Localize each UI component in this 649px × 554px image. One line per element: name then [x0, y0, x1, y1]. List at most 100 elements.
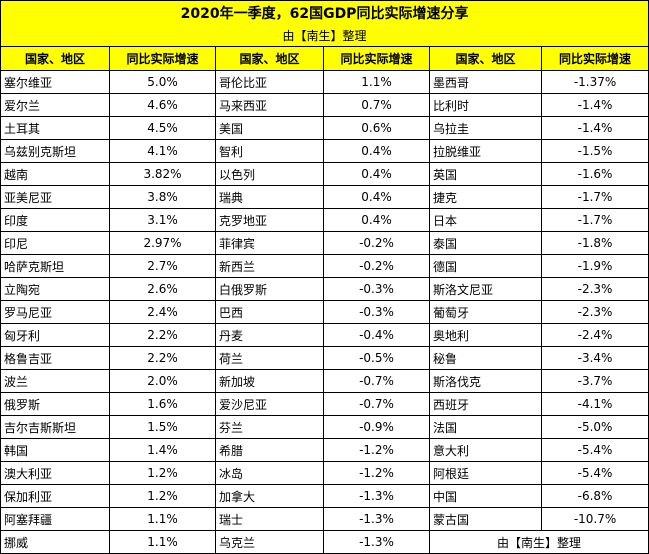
country-cell: 乌兹别克斯坦 [0, 139, 110, 163]
growth-cell: 3.8% [109, 185, 216, 209]
growth-cell: -0.3% [323, 300, 430, 324]
header-growth-1: 同比实际增速 [109, 46, 216, 71]
growth-cell: -1.4% [540, 93, 649, 117]
growth-cell: -0.7% [323, 369, 430, 393]
country-cell: 斯洛文尼亚 [429, 277, 542, 301]
table-row: 波兰 2.0% 新加坡 -0.7% 斯洛伐克 -3.7% [0, 369, 649, 393]
table-row: 哈萨克斯坦 2.7% 新西兰 -0.2% 德国 -1.9% [0, 254, 649, 278]
country-cell: 乌拉圭 [429, 116, 542, 140]
growth-cell: 0.4% [323, 162, 430, 186]
growth-cell: 0.4% [323, 185, 430, 209]
country-cell: 瑞典 [215, 185, 324, 209]
table-row: 立陶宛 2.6% 白俄罗斯 -0.3% 斯洛文尼亚 -2.3% [0, 277, 649, 301]
country-cell: 匈牙利 [0, 323, 110, 347]
table-row: 澳大利亚 1.2% 冰岛 -1.2% 阿根廷 -5.4% [0, 461, 649, 485]
country-cell: 荷兰 [215, 346, 324, 370]
country-cell: 秘鲁 [429, 346, 542, 370]
country-cell: 日本 [429, 208, 542, 232]
growth-cell: -0.4% [323, 323, 430, 347]
growth-cell: -10.7% [540, 507, 649, 531]
country-cell: 蒙古国 [429, 507, 542, 531]
growth-cell: -3.7% [540, 369, 649, 393]
growth-cell: -5.4% [540, 461, 649, 485]
growth-cell: -1.3% [323, 484, 430, 508]
footer-note: 由【南生】整理 [428, 530, 649, 554]
country-cell: 保加利亚 [0, 484, 110, 508]
country-cell: 中国 [429, 484, 542, 508]
country-cell: 比利时 [429, 93, 542, 117]
table-row: 匈牙利 2.2% 丹麦 -0.4% 奥地利 -2.4% [0, 323, 649, 347]
growth-cell: 4.1% [109, 139, 216, 163]
growth-cell: 0.6% [323, 116, 430, 140]
growth-cell: -4.1% [540, 392, 649, 416]
growth-cell: -6.8% [540, 484, 649, 508]
growth-cell: -1.7% [540, 185, 649, 209]
title-row: 2020年一季度，62国GDP同比实际增速分享 [0, 0, 649, 25]
country-cell: 希腊 [215, 438, 324, 462]
country-cell: 乌克兰 [215, 530, 324, 554]
table-row: 印尼 2.97% 菲律宾 -0.2% 泰国 -1.8% [0, 231, 649, 255]
growth-cell: 2.6% [109, 277, 216, 301]
growth-cell: -1.2% [323, 438, 430, 462]
country-cell: 罗马尼亚 [0, 300, 110, 324]
header-growth-2: 同比实际增速 [323, 46, 430, 71]
table-row: 罗马尼亚 2.4% 巴西 -0.3% 葡萄牙 -2.3% [0, 300, 649, 324]
growth-cell: 2.7% [109, 254, 216, 278]
growth-cell: -1.8% [540, 231, 649, 255]
growth-cell: -1.37% [540, 70, 649, 94]
table-row: 越南 3.82% 以色列 0.4% 英国 -1.6% [0, 162, 649, 186]
growth-cell: 1.2% [109, 484, 216, 508]
country-cell: 波兰 [0, 369, 110, 393]
growth-cell: -1.6% [540, 162, 649, 186]
country-cell: 新加坡 [215, 369, 324, 393]
growth-cell: 0.4% [323, 139, 430, 163]
country-cell: 法国 [429, 415, 542, 439]
table-row: 亚美尼亚 3.8% 瑞典 0.4% 捷克 -1.7% [0, 185, 649, 209]
country-cell: 爱尔兰 [0, 93, 110, 117]
table-row: 塞尔维亚 5.0% 哥伦比亚 1.1% 墨西哥 -1.37% [0, 70, 649, 94]
country-cell: 俄罗斯 [0, 392, 110, 416]
country-cell: 亚美尼亚 [0, 185, 110, 209]
table-row: 爱尔兰 4.6% 马来西亚 0.7% 比利时 -1.4% [0, 93, 649, 117]
growth-cell: -1.3% [323, 507, 430, 531]
growth-cell: -0.9% [323, 415, 430, 439]
table-subtitle: 由【南生】整理 [0, 25, 649, 47]
growth-cell: 0.4% [323, 208, 430, 232]
country-cell: 拉脱维亚 [429, 139, 542, 163]
growth-cell: -0.3% [323, 277, 430, 301]
growth-cell: -1.5% [540, 139, 649, 163]
country-cell: 菲律宾 [215, 231, 324, 255]
country-cell: 韩国 [0, 438, 110, 462]
growth-cell: 4.6% [109, 93, 216, 117]
country-cell: 挪威 [0, 530, 110, 554]
growth-cell: 1.5% [109, 415, 216, 439]
header-country-2: 国家、地区 [215, 46, 324, 71]
growth-cell: -3.4% [540, 346, 649, 370]
country-cell: 立陶宛 [0, 277, 110, 301]
growth-cell: 2.2% [109, 323, 216, 347]
table-row: 土耳其 4.5% 美国 0.6% 乌拉圭 -1.4% [0, 116, 649, 140]
table-row: 吉尔吉斯斯坦 1.5% 芬兰 -0.9% 法国 -5.0% [0, 415, 649, 439]
country-cell: 瑞士 [215, 507, 324, 531]
growth-cell: 4.5% [109, 116, 216, 140]
country-cell: 新西兰 [215, 254, 324, 278]
growth-cell: 1.1% [109, 530, 216, 554]
country-cell: 德国 [429, 254, 542, 278]
growth-cell: -1.2% [323, 461, 430, 485]
country-cell: 印度 [0, 208, 110, 232]
country-cell: 丹麦 [215, 323, 324, 347]
country-cell: 西班牙 [429, 392, 542, 416]
country-cell: 意大利 [429, 438, 542, 462]
header-row: 国家、地区 同比实际增速 国家、地区 同比实际增速 国家、地区 同比实际增速 [0, 46, 649, 71]
growth-cell: 1.2% [109, 461, 216, 485]
growth-cell: -2.3% [540, 277, 649, 301]
country-cell: 印尼 [0, 231, 110, 255]
table-row: 阿塞拜疆 1.1% 瑞士 -1.3% 蒙古国 -10.7% [0, 507, 649, 531]
table-row: 格鲁吉亚 2.2% 荷兰 -0.5% 秘鲁 -3.4% [0, 346, 649, 370]
growth-cell: 3.1% [109, 208, 216, 232]
growth-cell: 0.7% [323, 93, 430, 117]
table-row: 乌兹别克斯坦 4.1% 智利 0.4% 拉脱维亚 -1.5% [0, 139, 649, 163]
country-cell: 芬兰 [215, 415, 324, 439]
